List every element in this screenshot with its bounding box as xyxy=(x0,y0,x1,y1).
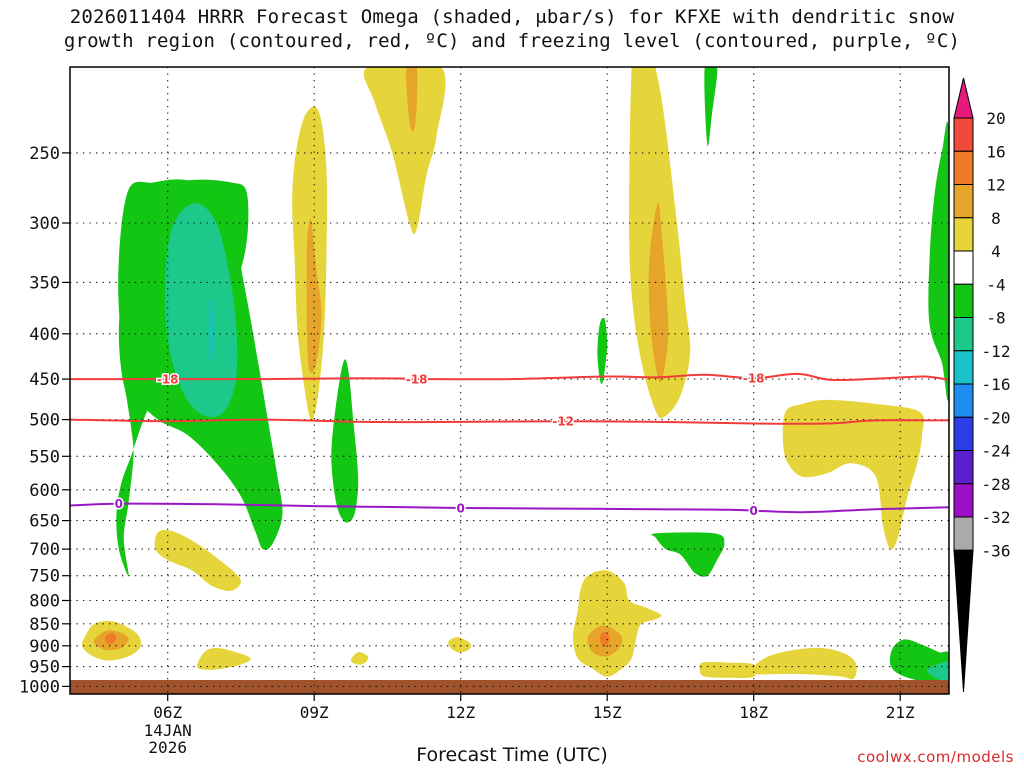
x-date-label: 2026 xyxy=(148,738,187,757)
colorbar-label: -8 xyxy=(986,309,1005,328)
colorbar-top-triangle xyxy=(953,77,974,119)
x-tick-label: 06Z xyxy=(153,703,182,722)
isotherm--18c-line xyxy=(70,372,949,382)
x-tick-label: 12Z xyxy=(446,703,475,722)
colorbar-label: -24 xyxy=(982,442,1011,461)
y-tick-label: 650 xyxy=(29,512,60,532)
y-tick-label: 750 xyxy=(29,567,60,587)
y-tick-label: 850 xyxy=(29,615,60,635)
colorbar-bin xyxy=(953,117,974,152)
omega-area-4-23 xyxy=(350,652,369,665)
colorbar-label: -28 xyxy=(982,475,1011,494)
y-tick-label: 350 xyxy=(29,273,60,293)
x-tick-label: 18Z xyxy=(739,703,768,722)
omega-area--16-3 xyxy=(208,298,213,363)
omega-area--8-8 xyxy=(928,121,949,401)
isotherm-label: 0 xyxy=(457,502,465,516)
isotherm-label: -18 xyxy=(157,373,179,387)
y-tick-label: 800 xyxy=(29,592,60,612)
omega-area-4-18 xyxy=(154,529,241,591)
y-tick-label: 500 xyxy=(29,411,60,431)
colorbar-bin xyxy=(953,317,974,352)
colorbar-label: 8 xyxy=(991,209,1001,228)
omega-area-4-24 xyxy=(448,637,472,653)
colorbar-label: -36 xyxy=(982,541,1011,560)
colorbar-label: 16 xyxy=(986,142,1005,161)
colorbar-bin xyxy=(953,217,974,252)
y-tick-label: 450 xyxy=(29,370,60,390)
x-tick-label: 09Z xyxy=(300,703,329,722)
colorbar-bin xyxy=(953,250,974,285)
isotherm-label: 0 xyxy=(750,504,758,518)
colorbar-bottom-triangle xyxy=(953,549,974,693)
isotherm-label: -18 xyxy=(406,372,428,386)
omega-area--12-10 xyxy=(927,661,949,684)
omega-area--8-7 xyxy=(704,67,718,147)
colorbar-label: 4 xyxy=(991,242,1001,261)
isotherm-label: -18 xyxy=(743,372,765,386)
omega-area--8-6 xyxy=(651,532,725,577)
omega-area--8-4 xyxy=(331,359,359,523)
colorbar-label: 20 xyxy=(986,109,1005,128)
colorbar-label: -16 xyxy=(982,375,1011,394)
colorbar-bin xyxy=(953,516,974,551)
omega-area--8-9 xyxy=(889,639,949,691)
x-axis-label: Forecast Time (UTC) xyxy=(416,744,608,766)
colorbar-bin xyxy=(953,416,974,452)
isotherm-label: -12 xyxy=(552,415,574,429)
plot-frame xyxy=(69,66,950,695)
colorbar-label: -4 xyxy=(986,275,1005,294)
colorbar-label: -20 xyxy=(982,408,1011,427)
colorbar-label: 12 xyxy=(986,176,1005,195)
omega-area-4-13 xyxy=(363,67,446,235)
chart-title-line-2: growth region (contoured, red, ºC) and f… xyxy=(63,30,961,52)
colorbar-label: -32 xyxy=(982,508,1011,527)
x-tick-label: 15Z xyxy=(593,703,622,722)
x-tick-label: 21Z xyxy=(886,703,915,722)
colorbar-bin xyxy=(953,450,974,485)
y-tick-label: 1000 xyxy=(19,677,60,697)
source-credit[interactable]: coolwx.com/models xyxy=(857,748,1014,766)
ground-below-surface xyxy=(70,680,949,694)
colorbar-label: -12 xyxy=(982,342,1011,361)
colorbar-bin xyxy=(953,383,974,418)
colorbar-bin xyxy=(953,184,974,219)
x-date-label: 14JAN xyxy=(144,721,192,740)
omega-area--12-2 xyxy=(165,203,238,418)
colorbar-bin xyxy=(953,350,974,385)
y-tick-label: 550 xyxy=(29,447,60,467)
omega-area-4-17 xyxy=(782,399,925,550)
y-tick-label: 300 xyxy=(29,214,60,234)
omega-area-8-16 xyxy=(648,203,669,383)
colorbar-bin xyxy=(953,483,974,518)
isotherm-0c-line xyxy=(70,502,949,514)
omega-area-4-22 xyxy=(196,648,251,670)
y-tick-label: 400 xyxy=(29,325,60,345)
y-tick-label: 700 xyxy=(29,540,60,560)
omega-area-12-21 xyxy=(104,632,117,644)
y-tick-label: 950 xyxy=(29,658,60,678)
y-tick-label: 600 xyxy=(29,481,60,501)
y-tick-label: 250 xyxy=(29,144,60,164)
isotherm--12c-line xyxy=(70,418,949,425)
omega-area-4-28 xyxy=(699,661,757,679)
isotherm-label: 0 xyxy=(115,497,123,511)
omega-area-4-29 xyxy=(750,647,857,680)
colorbar-bin xyxy=(953,283,974,319)
chart-title-line-1: 2026011404 HRRR Forecast Omega (shaded, … xyxy=(69,6,955,28)
omega-area--8-5 xyxy=(597,317,608,385)
y-tick-label: 900 xyxy=(29,637,60,657)
omega-area-8-14 xyxy=(406,67,418,132)
colorbar-bin xyxy=(953,150,974,186)
omega-area-12-27 xyxy=(599,631,610,646)
